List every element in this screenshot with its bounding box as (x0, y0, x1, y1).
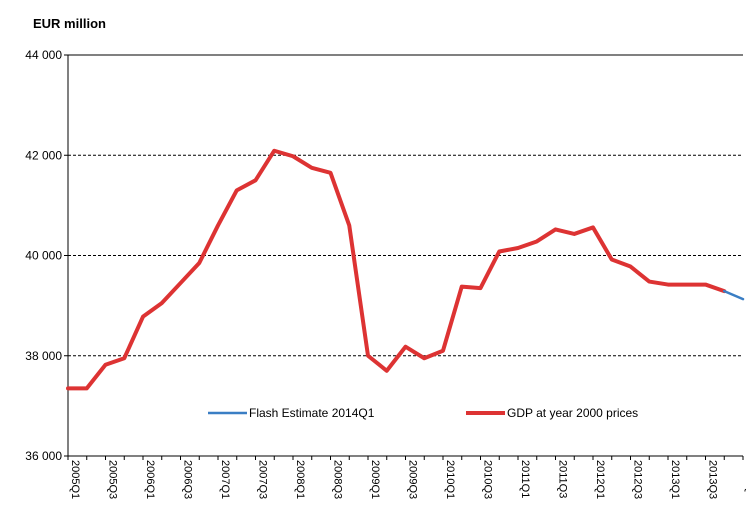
y-tick-label: 40 000 (25, 249, 62, 263)
x-tick-label: 2008Q1 (294, 460, 306, 499)
x-tick-label: 2010Q3 (482, 460, 494, 499)
y-axis-ticks: 36 000 38 000 40 000 42 000 44 000 (25, 48, 68, 463)
x-tick-label: 2009Q1 (369, 460, 381, 499)
y-tick-label: 36 000 (25, 449, 62, 463)
x-tick-label: 2007Q3 (257, 460, 269, 499)
y-tick-label: 38 000 (25, 349, 62, 363)
data-series (66, 148, 745, 391)
legend-label-flash-estimate: Flash Estimate 2014Q1 (249, 406, 375, 420)
x-tick-label: 2008Q3 (332, 460, 344, 499)
x-tick-label: 2013Q1 (669, 460, 681, 499)
y-axis-unit-label: EUR million (33, 16, 106, 31)
x-tick-label: 2005Q1 (69, 460, 81, 499)
x-tick-label: 2011Q3 (557, 460, 569, 498)
x-tick-label: 2013Q3 (707, 460, 719, 499)
legend: Flash Estimate 2014Q1 GDP at year 2000 pr… (208, 406, 638, 420)
x-tick-label: 2006Q1 (144, 460, 156, 499)
series-line-flash-estimate (723, 289, 745, 301)
x-tick-label: 2010Q1 (444, 460, 456, 499)
y-tick-label: 44 000 (25, 48, 62, 62)
x-tick-label: 2014Q1 (744, 460, 746, 499)
x-tick-label: 2012Q3 (632, 460, 644, 499)
x-tick-label: 2007Q1 (219, 460, 231, 499)
x-tick-label: 2012Q1 (594, 460, 606, 499)
gridlines (68, 54, 743, 357)
legend-label-gdp: GDP at year 2000 prices (507, 406, 638, 420)
x-axis-ticks: 2005Q1 2005Q3 2006Q1 2006Q3 2007Q1 2007Q3 2008… (67, 456, 746, 499)
x-tick-label: 2009Q3 (407, 460, 419, 499)
x-tick-label: 2011Q1 (519, 460, 531, 498)
y-tick-label: 42 000 (25, 148, 62, 162)
series-line-gdp (66, 148, 727, 391)
x-tick-label: 2006Q3 (182, 460, 194, 499)
x-tick-label: 2005Q3 (107, 460, 119, 499)
